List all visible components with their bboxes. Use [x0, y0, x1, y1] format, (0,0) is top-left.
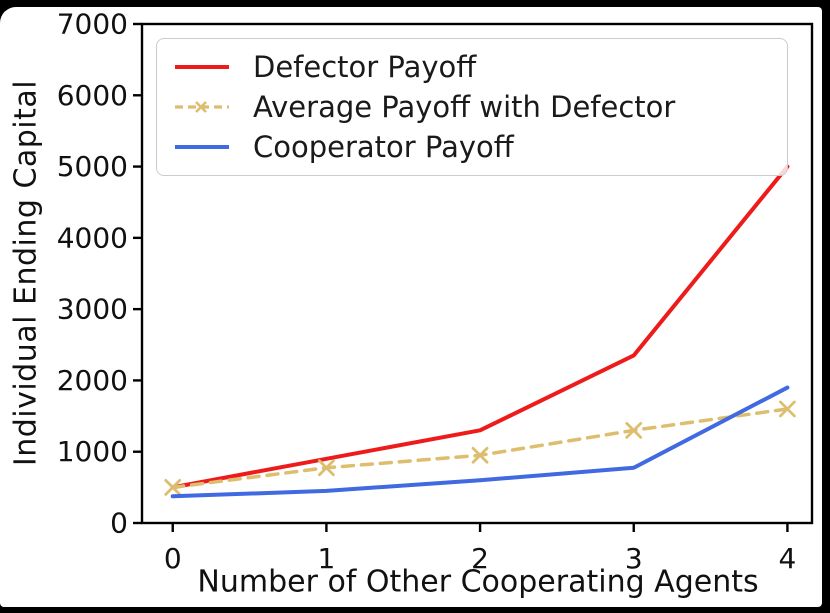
legend-item-average-payoff-with-defector: Average Payoff with Defector — [173, 87, 769, 127]
legend-x-marker — [195, 101, 207, 113]
legend-line-sample-average-payoff-with-defector — [175, 101, 229, 113]
x-tick-label-2: 2 — [471, 542, 489, 575]
series-line-defector-payoff — [170, 164, 790, 490]
legend-label-cooperator-payoff: Cooperator Payoff — [253, 130, 514, 164]
x-tick-label-0: 0 — [164, 542, 182, 575]
y-tick-label-6000: 6000 — [57, 79, 128, 112]
marker-x-average-payoff-with-defector-1 — [318, 459, 335, 477]
marker-x-average-payoff-with-defector-4 — [779, 400, 796, 418]
y-tick-label-7000: 7000 — [57, 8, 128, 41]
y-tick-label-1000: 1000 — [57, 435, 128, 468]
series-line-cooperator-payoff — [170, 385, 790, 499]
x-tick-label-3: 3 — [625, 542, 643, 575]
x-axis-title: Number of Other Cooperating Agents — [197, 564, 759, 600]
legend-line-sample-cooperator-payoff — [175, 145, 229, 149]
y-tick-label-0: 0 — [110, 507, 128, 540]
marker-x-average-payoff-with-defector-3 — [625, 421, 643, 439]
legend-item-cooperator-payoff: Cooperator Payoff — [173, 127, 769, 167]
legend: Defector Payoff Average Payoff with Defec… — [156, 38, 788, 176]
legend-label-average-payoff-with-defector: Average Payoff with Defector — [253, 90, 676, 124]
plot-spines — [140, 22, 814, 525]
x-tick-label-1: 1 — [317, 542, 335, 575]
legend-item-defector-payoff: Defector Payoff — [173, 47, 769, 87]
y-tick-label-5000: 5000 — [57, 150, 128, 183]
marker-x-average-payoff-with-defector-0 — [164, 478, 182, 496]
y-tick-label-4000: 4000 — [57, 221, 128, 254]
x-tick-label-4: 4 — [778, 542, 796, 575]
y-tick-label-2000: 2000 — [57, 364, 128, 397]
legend-label-defector-payoff: Defector Payoff — [253, 50, 477, 84]
legend-line-sample-defector-payoff — [175, 65, 229, 69]
y-tick-label-3000: 3000 — [57, 293, 128, 326]
series-line-average-payoff-with-defector — [170, 407, 790, 490]
marker-x-average-payoff-with-defector-2 — [471, 446, 489, 464]
y-axis-title: Individual Ending Capital — [8, 79, 44, 467]
